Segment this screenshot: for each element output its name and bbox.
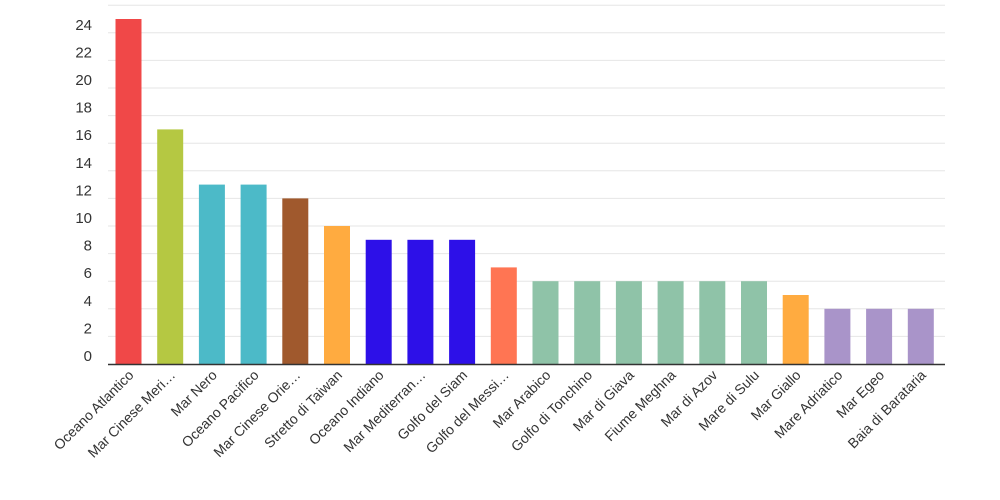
y-tick-label: 8 <box>84 238 92 255</box>
bar <box>365 239 392 364</box>
y-tick-label: 14 <box>75 155 92 172</box>
bar <box>907 308 934 364</box>
bar <box>115 19 142 364</box>
y-tick-label: 6 <box>84 265 92 282</box>
bar <box>490 267 517 364</box>
bar <box>782 295 809 364</box>
bar <box>407 239 434 364</box>
y-tick-label: 18 <box>75 100 92 117</box>
bar <box>198 184 225 364</box>
bar <box>699 281 726 364</box>
bar <box>240 184 267 364</box>
bar <box>532 281 559 364</box>
x-tick-label: Oceano Indiano <box>306 367 387 448</box>
bars <box>115 19 934 364</box>
bar <box>824 308 851 364</box>
bar <box>449 239 476 364</box>
y-tick-label: 0 <box>84 348 92 365</box>
bar <box>282 198 309 364</box>
y-tick-label: 20 <box>75 72 92 89</box>
bar <box>574 281 601 364</box>
y-tick-label: 4 <box>84 293 92 310</box>
y-tick-label: 16 <box>75 127 92 144</box>
y-tick-label: 12 <box>75 182 92 199</box>
y-tick-label: 2 <box>84 320 92 337</box>
bar <box>657 281 684 364</box>
y-tick-label: 22 <box>75 44 92 61</box>
bar <box>741 281 767 364</box>
bar <box>157 129 184 364</box>
y-tick-label: 24 <box>75 17 92 34</box>
gridlines <box>108 4 945 337</box>
bar <box>615 281 642 364</box>
y-tick-label: 10 <box>75 210 92 227</box>
bar <box>866 308 893 364</box>
bar <box>324 226 350 364</box>
x-tick-label: Baia di Barataria <box>844 367 929 452</box>
